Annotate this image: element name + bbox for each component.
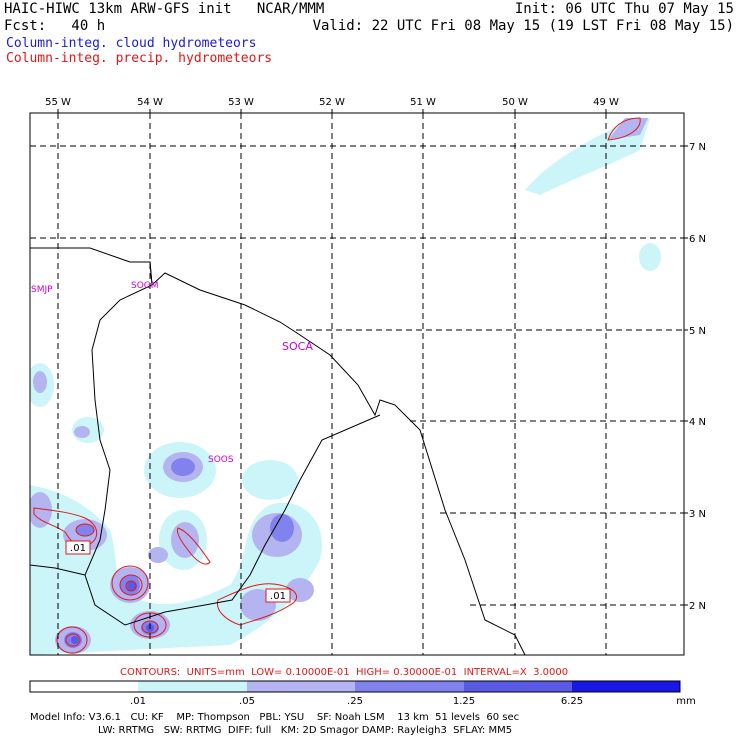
station-label: SOOS	[208, 455, 234, 465]
valid-time: Valid: 22 UTC Fri 08 May 15 (19 LST Fri …	[312, 18, 734, 34]
scale-tick: 6.25	[561, 696, 583, 707]
station-label: SOGM	[131, 281, 159, 291]
station-label: SMJP	[31, 285, 53, 295]
forecast-hour: Fcst: 40 h	[4, 18, 106, 34]
init-time: Init: 06 UTC Thu 07 May 15	[514, 1, 734, 17]
station-labels: SMJP SOGM SOCA SOOS	[31, 281, 313, 465]
lat-label: 6 N	[689, 234, 706, 245]
precip-field-label: Column-integ. precip. hydrometeors	[6, 51, 273, 66]
hydrometeor-field	[30, 117, 661, 655]
scale-tick: .05	[239, 696, 255, 707]
lon-label: 53 W	[228, 97, 254, 108]
model-info-line2: LW: RRTMG SW: RRTMG DIFF: full KM: 2D Sm…	[98, 725, 513, 736]
station-label: SOCA	[282, 340, 313, 353]
lat-label: 5 N	[689, 326, 706, 337]
coastline	[30, 247, 526, 655]
contour-label: .01	[270, 591, 286, 602]
lon-label: 50 W	[502, 97, 528, 108]
lat-label: 7 N	[689, 142, 706, 153]
scale-ticks: .01 .05 .25 1.25 6.25 mm	[130, 696, 696, 707]
contour-label: .01	[70, 543, 86, 554]
cloud-field-label: Column-integ. cloud hydrometeors	[6, 36, 257, 51]
longitude-labels: 55 W 54 W 53 W 52 W 51 W 50 W 49 W	[45, 97, 619, 108]
color-scale	[29, 680, 681, 693]
latitude-labels: 7 N 6 N 5 N 4 N 3 N 2 N	[689, 142, 706, 612]
lat-label: 2 N	[689, 601, 706, 612]
plot-title: HAIC-HIWC 13km ARW-GFS init NCAR/MMM	[4, 1, 325, 17]
lon-label: 51 W	[410, 97, 436, 108]
contour-labels: .01 .01	[65, 540, 291, 603]
scale-tick: .25	[347, 696, 363, 707]
lon-label: 52 W	[319, 97, 345, 108]
lon-label: 54 W	[137, 97, 163, 108]
lon-label: 49 W	[593, 97, 619, 108]
model-info-line1: Model Info: V3.6.1 CU: KF MP: Thompson P…	[30, 712, 520, 723]
scale-units: mm	[676, 696, 695, 707]
scale-tick: .01	[130, 696, 146, 707]
map-frame	[29, 112, 685, 656]
lon-label: 55 W	[45, 97, 71, 108]
scale-tick: 1.25	[453, 696, 475, 707]
lat-label: 4 N	[689, 417, 706, 428]
lat-label: 3 N	[689, 509, 706, 520]
graticule	[30, 113, 684, 655]
contours-info: CONTOURS: UNITS=mm LOW= 0.10000E-01 HIGH…	[120, 667, 569, 678]
